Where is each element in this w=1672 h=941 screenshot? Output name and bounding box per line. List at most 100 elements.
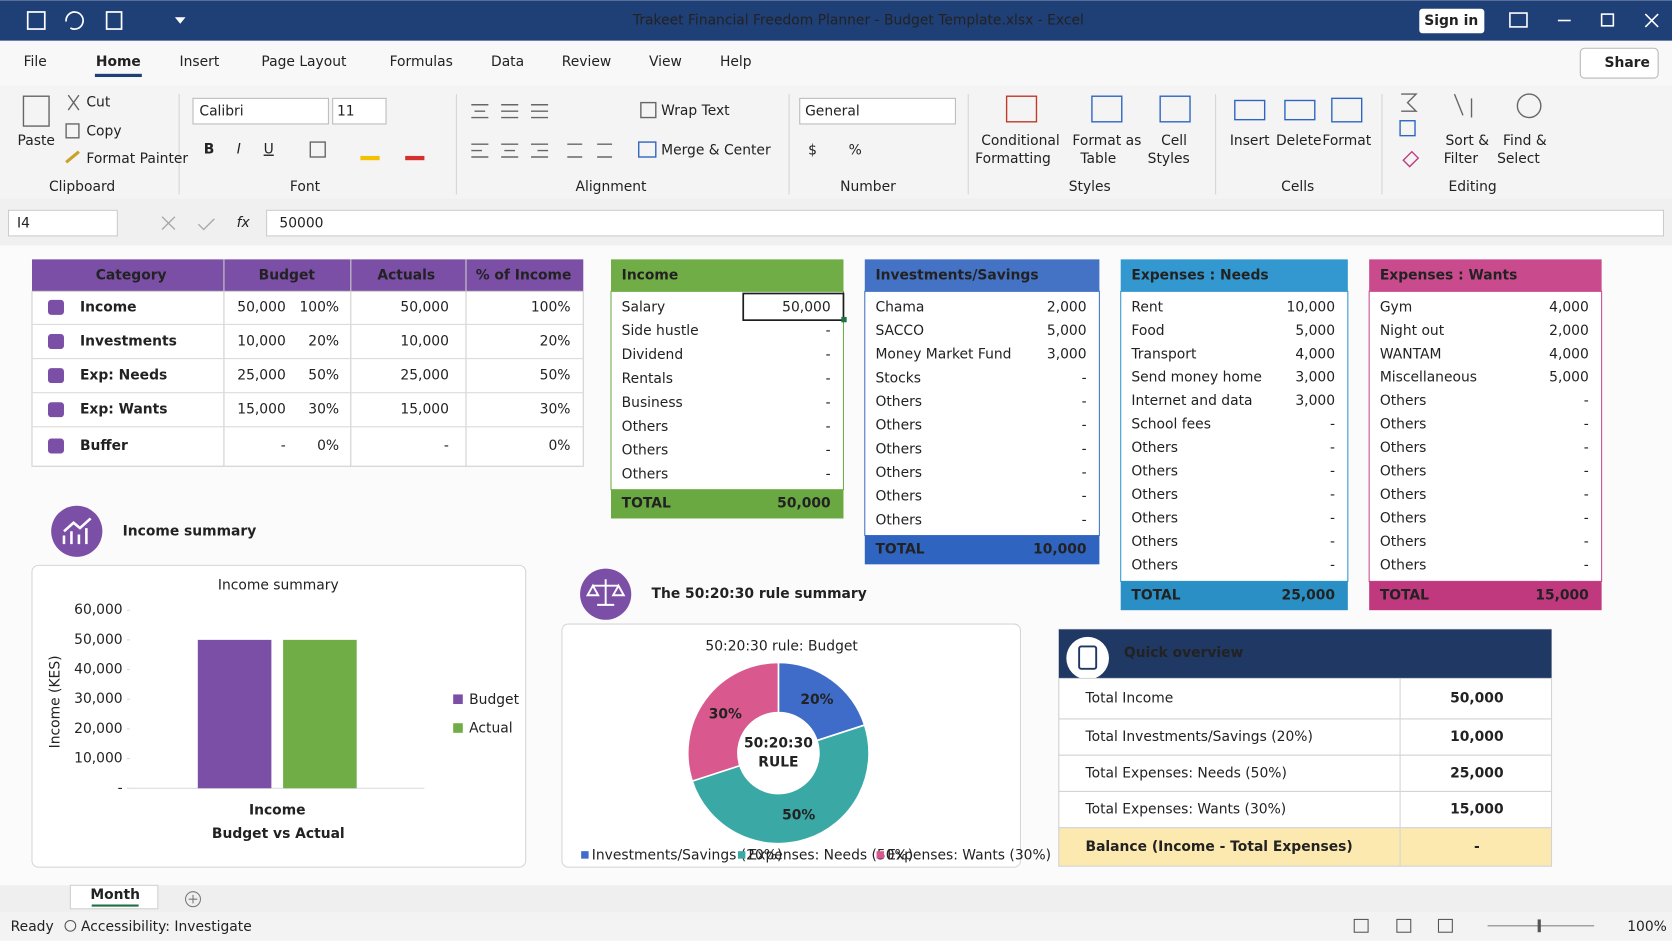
- undo-icon[interactable]: [65, 11, 84, 30]
- restore[interactable]: [1600, 13, 1615, 27]
- font-color-icon[interactable]: [405, 155, 425, 161]
- ribbon-tab[interactable]: Data: [491, 54, 524, 70]
- format-button[interactable]: I: [237, 142, 241, 158]
- ribbon-button[interactable]: Conditional: [981, 133, 1059, 149]
- formula-buttons[interactable]: [161, 216, 215, 231]
- font-name[interactable]: Calibri: [199, 104, 243, 120]
- summary-cell: Exp: Needs: [80, 368, 167, 384]
- ribbon-tab[interactable]: Formulas: [390, 54, 453, 70]
- add-sheet[interactable]: [185, 891, 202, 908]
- table-label: WANTAM: [1380, 346, 1442, 362]
- delete-icon[interactable]: [1284, 99, 1316, 121]
- conditional-icon[interactable]: [1005, 95, 1038, 123]
- ribbon-button[interactable]: Sort &: [1445, 133, 1489, 149]
- copy-icon[interactable]: [65, 123, 80, 139]
- ribbon-button[interactable]: Select: [1497, 151, 1540, 167]
- ribbon-button[interactable]: Table: [1079, 151, 1116, 167]
- alignment-icons[interactable]: [471, 104, 613, 158]
- share-label[interactable]: Share: [1604, 55, 1649, 71]
- painter-icon[interactable]: [65, 150, 80, 164]
- ribbon-button[interactable]: Insert: [1230, 133, 1270, 149]
- ribbon-group-label: Clipboard: [49, 179, 115, 195]
- ribbon-tab[interactable]: Home: [96, 54, 141, 70]
- ribbon-button[interactable]: Cut: [86, 95, 110, 111]
- ribbon-button[interactable]: Format Painter: [86, 151, 188, 167]
- ribbon-display-icon[interactable]: [1509, 12, 1528, 28]
- close[interactable]: [1644, 13, 1659, 28]
- zoom-thumb[interactable]: [1537, 919, 1541, 933]
- paste-icon[interactable]: [22, 95, 50, 127]
- ribbon-tab[interactable]: Review: [562, 54, 611, 70]
- ribbon-button[interactable]: Copy: [86, 123, 121, 139]
- total-value: 50,000: [777, 496, 830, 512]
- cut-icon[interactable]: [67, 94, 80, 111]
- name-box[interactable]: [7, 209, 118, 237]
- ribbon-button[interactable]: Formatting: [975, 151, 1051, 167]
- redo-icon[interactable]: [105, 11, 123, 30]
- cell-styles-icon[interactable]: [1159, 95, 1191, 123]
- table-value: -: [1330, 464, 1335, 480]
- table-value: -: [826, 395, 831, 411]
- number-format[interactable]: General: [805, 104, 860, 120]
- qat-menu[interactable]: [174, 17, 186, 24]
- page-layout-view[interactable]: [1396, 918, 1412, 933]
- sort-icon[interactable]: [1453, 93, 1473, 118]
- ribbon-button[interactable]: Filter: [1444, 151, 1479, 167]
- wrap-icon[interactable]: [640, 101, 657, 119]
- fill-icon[interactable]: [1399, 120, 1416, 137]
- insert-icon[interactable]: [1234, 99, 1266, 121]
- fill-color-icon[interactable]: [360, 155, 380, 161]
- find-icon[interactable]: [1516, 93, 1542, 119]
- table-icon[interactable]: [1091, 95, 1123, 123]
- sheet-tab-label[interactable]: Month: [90, 887, 140, 903]
- sign-in-button[interactable]: [1419, 8, 1485, 34]
- table-label: Others: [1380, 464, 1427, 480]
- summary-body: [31, 290, 584, 467]
- status-accessibility[interactable]: Accessibility: Investigate: [81, 919, 252, 935]
- format-button[interactable]: %: [849, 143, 862, 159]
- clear-icon[interactable]: [1402, 150, 1420, 168]
- fx-label: fx: [237, 215, 251, 231]
- page-break-view[interactable]: [1437, 918, 1453, 933]
- ribbon-tab[interactable]: File: [24, 54, 47, 70]
- table-value: 3,000: [1295, 370, 1335, 386]
- formula-input[interactable]: [266, 209, 1665, 237]
- table-value: -: [1584, 440, 1589, 456]
- ribbon-tab[interactable]: Page Layout: [261, 54, 347, 70]
- ribbon-button[interactable]: Format: [1322, 133, 1371, 149]
- font-size[interactable]: 11: [337, 104, 355, 120]
- ribbon-tab[interactable]: View: [649, 54, 682, 70]
- summary-cell: 15,000: [237, 402, 286, 418]
- ribbon-tab[interactable]: Help: [720, 54, 752, 70]
- table-title: Expenses : Wants: [1380, 267, 1518, 283]
- sheet-tab[interactable]: [69, 884, 159, 910]
- ribbon-button[interactable]: Cell: [1161, 133, 1187, 149]
- sign-in-label[interactable]: Sign in: [1424, 13, 1478, 29]
- ribbon-tab[interactable]: Insert: [180, 54, 220, 70]
- ribbon-button[interactable]: Format as: [1072, 133, 1141, 149]
- ribbon-button[interactable]: Wrap Text: [661, 103, 730, 119]
- format-button[interactable]: U: [264, 142, 274, 158]
- ribbon-button[interactable]: Find &: [1503, 133, 1547, 149]
- autosum-icon[interactable]: [1401, 93, 1418, 112]
- legend-swatch: [453, 694, 463, 705]
- y-tick-label: 40,000: [74, 662, 123, 678]
- legend-label: Investments/Savings (20%): [592, 847, 783, 863]
- ribbon-button[interactable]: Paste: [18, 133, 55, 149]
- y-tick-label: 50,000: [74, 632, 123, 648]
- share-button[interactable]: [1579, 47, 1659, 79]
- save-icon[interactable]: [26, 11, 46, 30]
- status-zoom[interactable]: 100%: [1627, 919, 1667, 935]
- normal-view[interactable]: [1353, 918, 1369, 933]
- ribbon-button[interactable]: Delete: [1276, 133, 1322, 149]
- ribbon-button[interactable]: Merge & Center: [661, 143, 771, 159]
- summary-header-cell: % of Income: [476, 267, 572, 283]
- merge-icon[interactable]: [638, 141, 657, 158]
- format-icon[interactable]: [1331, 97, 1363, 123]
- slice-label: 50%: [782, 807, 815, 823]
- format-button[interactable]: $: [808, 143, 817, 159]
- border-icon[interactable]: [309, 141, 326, 158]
- format-button[interactable]: B: [204, 142, 215, 158]
- ribbon-button[interactable]: Styles: [1148, 151, 1190, 167]
- table-value: 4,000: [1295, 346, 1335, 362]
